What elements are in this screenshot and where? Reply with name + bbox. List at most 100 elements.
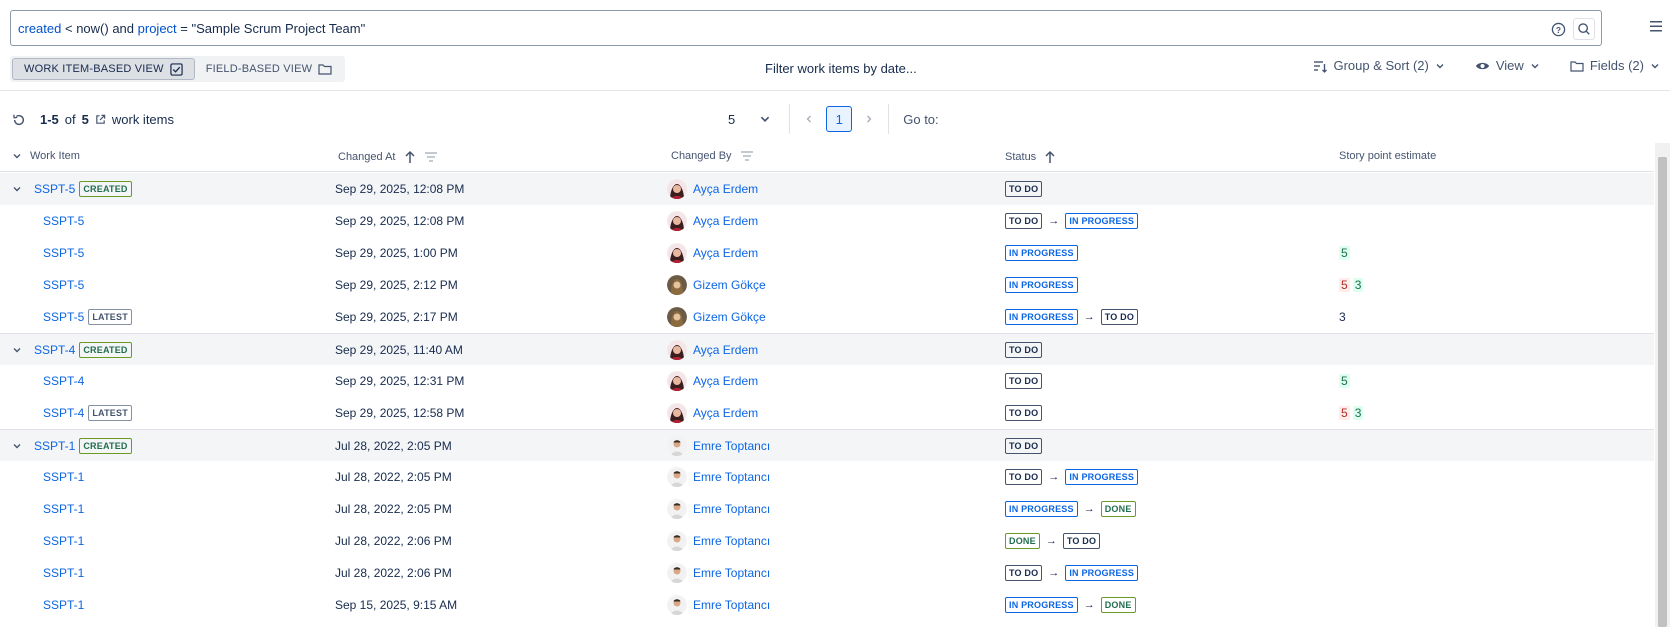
work-item-link[interactable]: SSPT-1 — [43, 502, 85, 516]
status-lozenge: IN PROGRESS — [1005, 245, 1078, 261]
svg-text:?: ? — [1555, 24, 1560, 34]
status-cell: TO DO → IN PROGRESS — [1005, 205, 1139, 237]
table-row[interactable]: SSPT-1 Jul 28, 2022, 2:05 PM Emre Toptancı… — [0, 493, 1654, 525]
user-link[interactable]: Ayça Erdem — [693, 182, 759, 196]
avatar — [667, 531, 687, 551]
vertical-scrollbar[interactable] — [1655, 143, 1670, 627]
sort-icon — [1314, 60, 1328, 73]
chevron-right-icon[interactable] — [864, 114, 874, 124]
avatar — [667, 340, 687, 360]
user-link[interactable]: Emre Toptancı — [693, 502, 771, 516]
work-item-link[interactable]: SSPT-1 — [43, 534, 85, 548]
checkbox-icon — [170, 62, 183, 76]
user-link[interactable]: Emre Toptancı — [693, 534, 771, 548]
user-link[interactable]: Ayça Erdem — [693, 343, 759, 357]
filter-icon[interactable] — [740, 150, 754, 162]
table-row[interactable]: SSPT-4 LATEST Sep 29, 2025, 12:58 PM Ayça E… — [0, 397, 1654, 429]
table-row[interactable]: SSPT-1 Jul 28, 2022, 2:05 PM Emre Toptancı… — [0, 461, 1654, 493]
arrow-up-icon[interactable] — [1044, 150, 1056, 164]
filter-icon[interactable] — [424, 151, 438, 163]
status-lozenge: DONE — [1100, 597, 1136, 613]
work-item-link[interactable]: SSPT-4 — [43, 406, 85, 420]
status-cell: TO DO → IN PROGRESS — [1005, 557, 1139, 589]
work-item-link[interactable]: SSPT-5 — [43, 278, 85, 292]
story-point-value: 5 — [1339, 406, 1350, 420]
work-item-link[interactable]: SSPT-1 — [43, 598, 85, 612]
column-status[interactable]: Status — [1005, 150, 1056, 164]
user-link[interactable]: Gizem Gökçe — [693, 278, 766, 292]
changed-by-cell: Emre Toptancı — [667, 525, 770, 557]
changed-at-cell: Jul 28, 2022, 2:05 PM — [335, 439, 452, 453]
column-work-item[interactable]: Work Item — [12, 150, 80, 162]
arrow-up-icon[interactable] — [404, 150, 416, 164]
status-lozenge: TO DO — [1005, 373, 1043, 389]
work-item-link[interactable]: SSPT-5 — [43, 310, 85, 324]
chevron-down-icon[interactable] — [12, 184, 24, 194]
status-lozenge: IN PROGRESS — [1065, 469, 1139, 485]
table-row[interactable]: SSPT-1 Sep 15, 2025, 9:15 AM Emre Toptancı… — [0, 589, 1654, 621]
filter-by-date-button[interactable]: Filter work items by date... — [765, 61, 917, 76]
user-link[interactable]: Ayça Erdem — [693, 246, 759, 260]
table-row[interactable]: SSPT-4 Sep 29, 2025, 12:31 PM Ayça Erdem TO… — [0, 365, 1654, 397]
status-lozenge: IN PROGRESS — [1005, 501, 1078, 517]
table-row[interactable]: SSPT-5 Sep 29, 2025, 2:12 PM Gizem Gökçe IN… — [0, 269, 1654, 301]
user-link[interactable]: Ayça Erdem — [693, 214, 759, 228]
column-story-points[interactable]: Story point estimate — [1339, 150, 1436, 162]
help-icon[interactable]: ? — [1547, 18, 1569, 40]
user-link[interactable]: Emre Toptancı — [693, 439, 771, 453]
table-row[interactable]: SSPT-1 Jul 28, 2022, 2:06 PM Emre Toptancı… — [0, 525, 1654, 557]
story-point-value: 5 — [1339, 278, 1350, 292]
user-link[interactable]: Ayça Erdem — [693, 374, 759, 388]
work-item-link[interactable]: SSPT-4 — [43, 374, 85, 388]
menu-icon[interactable] — [1648, 18, 1664, 36]
table-row[interactable]: SSPT-4 CREATED Sep 29, 2025, 11:40 AM Ayça … — [0, 333, 1654, 365]
chevron-left-icon[interactable] — [804, 114, 814, 124]
table-row[interactable]: SSPT-1 Jul 28, 2022, 2:06 PM Emre Toptancı… — [0, 557, 1654, 589]
view-button[interactable]: View — [1475, 58, 1540, 73]
external-link-icon[interactable] — [95, 114, 106, 125]
changed-at-cell: Sep 15, 2025, 9:15 AM — [335, 598, 458, 612]
work-item-cell: SSPT-1 — [43, 461, 84, 493]
page-size-select[interactable]: 5 — [720, 104, 791, 134]
work-item-link[interactable]: SSPT-1 — [43, 566, 85, 580]
page-button-1[interactable]: 1 — [826, 106, 853, 132]
user-link[interactable]: Emre Toptancı — [693, 598, 771, 612]
work-item-view-button[interactable]: WORK ITEM-BASED VIEW — [12, 58, 195, 80]
user-link[interactable]: Emre Toptancı — [693, 470, 771, 484]
table-row[interactable]: SSPT-1 CREATED Jul 28, 2022, 2:05 PM Emre T… — [0, 429, 1654, 461]
jql-query-input[interactable]: created < now() and project = "Sample Sc… — [10, 10, 1602, 46]
chevron-down-icon[interactable] — [12, 441, 24, 451]
field-view-button[interactable]: FIELD-BASED VIEW — [195, 58, 344, 80]
column-changed-by[interactable]: Changed By — [671, 150, 754, 162]
status-lozenge: DONE — [1100, 501, 1136, 517]
user-link[interactable]: Emre Toptancı — [693, 566, 771, 580]
status-cell: TO DO → IN PROGRESS — [1005, 461, 1139, 493]
fields-button[interactable]: Fields (2) — [1570, 58, 1660, 73]
status-cell: IN PROGRESS — [1005, 269, 1078, 301]
user-link[interactable]: Ayça Erdem — [693, 406, 759, 420]
table-row[interactable]: SSPT-5 Sep 29, 2025, 12:08 PM Ayça Erdem TO… — [0, 205, 1654, 237]
user-link[interactable]: Gizem Gökçe — [693, 310, 766, 324]
changed-at-cell: Sep 29, 2025, 12:08 PM — [335, 214, 465, 228]
chevron-down-icon[interactable] — [12, 151, 22, 161]
column-story-points-label: Story point estimate — [1339, 150, 1437, 162]
work-item-link[interactable]: SSPT-4 — [34, 343, 76, 357]
status-lozenge: TO DO — [1005, 213, 1043, 229]
work-item-link[interactable]: SSPT-5 — [34, 182, 76, 196]
chevron-down-icon[interactable] — [12, 345, 24, 355]
refresh-icon[interactable] — [12, 113, 26, 127]
work-item-link[interactable]: SSPT-5 — [43, 214, 85, 228]
status-lozenge: TO DO — [1005, 342, 1043, 358]
work-item-link[interactable]: SSPT-1 — [34, 439, 76, 453]
scrollbar-thumb[interactable] — [1658, 157, 1667, 627]
group-sort-button[interactable]: Group & Sort (2) — [1313, 58, 1444, 73]
search-icon[interactable] — [1573, 18, 1595, 40]
story-point-value: 5 — [1339, 246, 1350, 260]
column-changed-at[interactable]: Changed At — [338, 150, 438, 164]
status-lozenge: IN PROGRESS — [1065, 565, 1139, 581]
table-row[interactable]: SSPT-5 Sep 29, 2025, 1:00 PM Ayça Erdem IN … — [0, 237, 1654, 269]
work-item-link[interactable]: SSPT-1 — [43, 470, 85, 484]
work-item-link[interactable]: SSPT-5 — [43, 246, 85, 260]
table-row[interactable]: SSPT-5 LATEST Sep 29, 2025, 2:17 PM Gizem G… — [0, 301, 1654, 333]
table-row[interactable]: SSPT-5 CREATED Sep 29, 2025, 12:08 PM Ayça … — [0, 173, 1654, 205]
